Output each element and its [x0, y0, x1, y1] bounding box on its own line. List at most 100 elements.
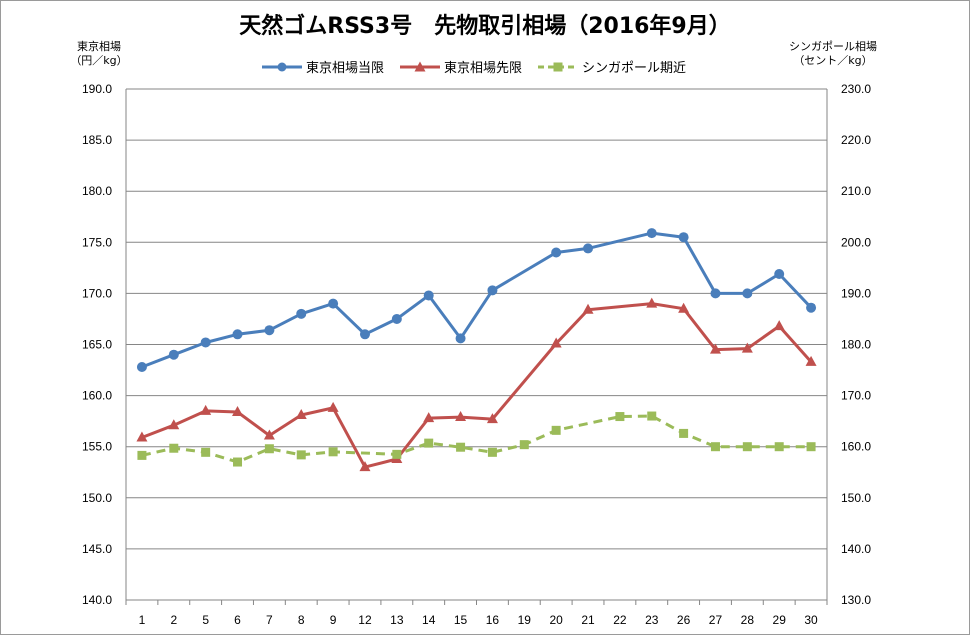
series-line-0 — [141, 231, 813, 369]
data-point — [263, 429, 275, 440]
data-point — [741, 342, 753, 353]
data-point — [455, 411, 467, 422]
data-point — [200, 404, 212, 415]
data-point — [423, 290, 434, 301]
x-tick-label: 28 — [741, 613, 755, 627]
right-axis-title-line1: シンガポール相場 — [789, 40, 877, 53]
data-point — [487, 285, 498, 296]
legend-label: 東京相場先限 — [444, 61, 523, 76]
data-point — [678, 302, 690, 313]
x-tick-label: 22 — [613, 613, 627, 627]
data-point — [391, 313, 402, 324]
data-point — [296, 450, 306, 460]
x-tick-label: 29 — [773, 613, 787, 627]
data-point — [550, 337, 562, 348]
x-tick-label: 7 — [266, 613, 273, 627]
data-point — [169, 443, 179, 453]
legend: 東京相場当限 東京相場先限 シンガポール期近 — [262, 57, 686, 76]
data-point — [773, 320, 785, 331]
data-point — [233, 457, 243, 467]
y-tick-right: 220.0 — [841, 133, 871, 147]
y-tick-left: 180.0 — [82, 184, 112, 198]
data-point — [296, 308, 307, 319]
y-tick-left: 160.0 — [82, 389, 112, 403]
data-point — [582, 303, 594, 314]
legend-item-tokyo-spot: 東京相場当限 — [262, 57, 384, 76]
x-tick-label: 15 — [454, 613, 468, 627]
y-tick-right: 230.0 — [841, 82, 871, 96]
data-point — [486, 413, 498, 424]
y-tick-right: 160.0 — [841, 440, 871, 454]
data-point — [709, 343, 721, 354]
data-point — [328, 447, 338, 457]
left-axis-title: 東京相場 （円／kg） — [62, 40, 136, 68]
x-tick-label: 9 — [330, 613, 337, 627]
data-point — [200, 337, 211, 348]
y-tick-right: 140.0 — [841, 542, 871, 556]
legend-marker-square-icon — [538, 62, 579, 71]
data-point — [136, 361, 147, 372]
data-point — [359, 461, 371, 472]
data-point — [264, 444, 274, 454]
data-point — [805, 355, 817, 366]
x-tick-label: 26 — [677, 613, 691, 627]
y-tick-left: 155.0 — [82, 440, 112, 454]
legend-label: 東京相場当限 — [306, 61, 385, 76]
data-point — [710, 442, 720, 452]
data-point — [774, 268, 785, 279]
y-tick-right: 200.0 — [841, 235, 871, 249]
left-axis-title-line2: （円／kg） — [70, 54, 128, 67]
right-axis-title: シンガポール相場 （セント／kg） — [772, 40, 894, 68]
y-tick-left: 175.0 — [82, 235, 112, 249]
y-tick-left: 185.0 — [82, 133, 112, 147]
data-point — [551, 247, 562, 258]
legend-marker-circle-icon — [262, 62, 302, 71]
data-point — [423, 412, 435, 423]
x-tick-label: 16 — [486, 613, 500, 627]
data-point — [455, 333, 466, 344]
data-point — [742, 442, 752, 452]
data-point — [168, 349, 179, 360]
x-tick-label: 27 — [709, 613, 723, 627]
y-tick-right: 210.0 — [841, 184, 871, 198]
chart-title: 天然ゴムRSS3号 先物取引相場（2016年9月） — [239, 14, 731, 39]
data-point — [392, 449, 402, 459]
data-point — [774, 442, 784, 452]
data-point — [327, 401, 339, 412]
legend-marker-triangle-icon — [400, 61, 441, 71]
series-line-2 — [141, 414, 812, 464]
y-tick-left: 190.0 — [82, 82, 112, 96]
x-tick-label: 14 — [422, 613, 436, 627]
data-point — [456, 442, 466, 452]
data-point — [646, 297, 658, 308]
series-line-1 — [141, 302, 813, 469]
x-tick-label: 8 — [298, 613, 305, 627]
data-point — [487, 447, 497, 457]
legend-item-tokyo-future: 東京相場先限 — [400, 57, 522, 76]
y-tick-left: 145.0 — [82, 542, 112, 556]
x-tick-label: 5 — [202, 613, 209, 627]
legend-item-singapore: シンガポール期近 — [538, 57, 686, 76]
x-tick-label: 23 — [645, 613, 659, 627]
data-point — [710, 288, 721, 299]
x-tick-label: 13 — [390, 613, 404, 627]
data-point — [615, 412, 625, 422]
y-tick-right: 130.0 — [841, 593, 871, 607]
data-point — [424, 438, 434, 448]
x-tick-label: 2 — [170, 613, 177, 627]
y-tick-left: 165.0 — [82, 338, 112, 352]
x-tick-label: 20 — [549, 613, 563, 627]
right-axis-title-line2: （セント／kg） — [793, 54, 873, 67]
data-point — [551, 425, 561, 435]
legend-label: シンガポール期近 — [582, 61, 687, 76]
y-tick-right: 190.0 — [841, 286, 871, 300]
y-tick-right: 180.0 — [841, 338, 871, 352]
y-tick-left: 150.0 — [82, 491, 112, 505]
data-point — [519, 440, 529, 450]
x-tick-label: 30 — [804, 613, 818, 627]
y-tick-left: 170.0 — [82, 286, 112, 300]
y-tick-right: 150.0 — [841, 491, 871, 505]
data-point — [679, 428, 689, 438]
data-point — [232, 329, 243, 340]
